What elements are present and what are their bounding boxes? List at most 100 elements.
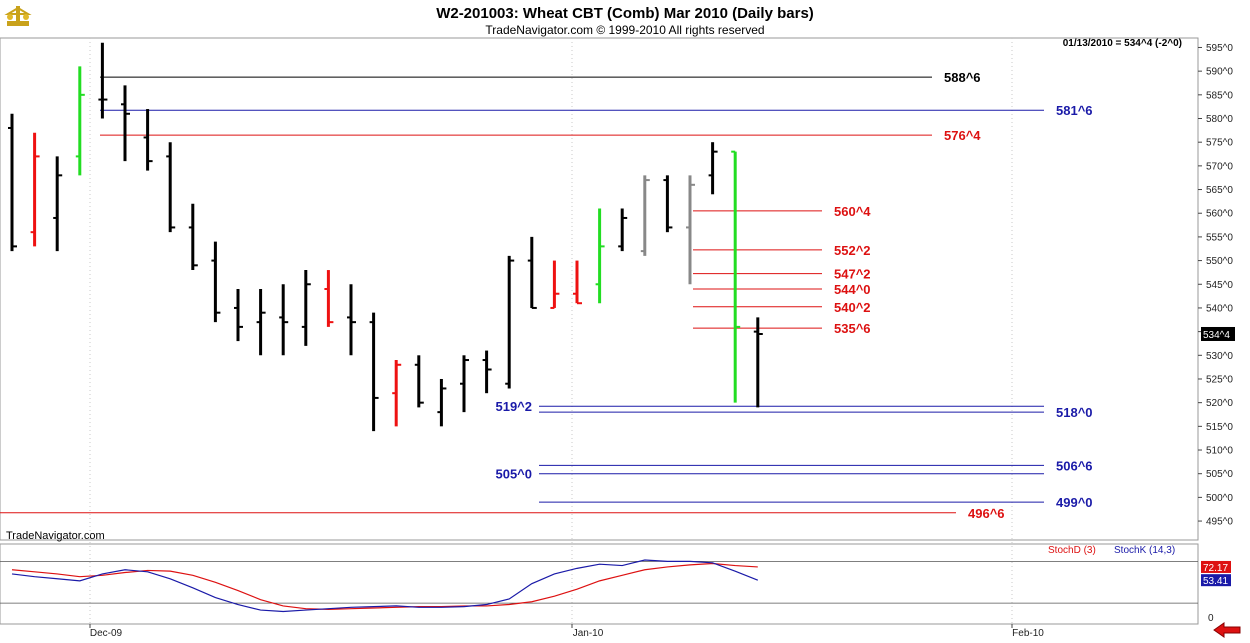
ohlc-bar xyxy=(618,208,628,252)
last-price-marker: 534^4 xyxy=(1201,326,1235,341)
ohlc-bar xyxy=(686,175,695,285)
stoch-value-label: 72.17 xyxy=(1203,563,1228,574)
last-price-box xyxy=(1201,326,1235,341)
y-tick-label: 530^0 xyxy=(1206,351,1233,362)
ohlc-bar xyxy=(324,270,334,327)
indicator-panel-frame xyxy=(0,543,1199,625)
stoch-value-label: 53.41 xyxy=(1203,576,1228,587)
ohlc-bar xyxy=(550,260,560,309)
ohlc-bar xyxy=(121,85,130,162)
ohlc-bar xyxy=(75,66,85,176)
ohlc-bar xyxy=(753,317,763,408)
ohlc-bar xyxy=(211,241,221,323)
y-tick-label: 500^0 xyxy=(1206,493,1233,504)
y-tick-label: 580^0 xyxy=(1206,114,1233,125)
level-label: 576^4 xyxy=(944,128,981,143)
date-x-axis: Dec-09 Jan-10 Feb-10 xyxy=(89,624,1044,639)
level-label: 496^6 xyxy=(968,506,1005,521)
ohlc-bar xyxy=(595,208,605,304)
ohlc-bar xyxy=(460,355,469,413)
ohlc-bar xyxy=(143,109,153,171)
level-label: 544^0 xyxy=(834,282,871,297)
y-tick-label: 560^0 xyxy=(1206,209,1233,220)
ohlc-bar xyxy=(527,236,537,309)
price-y-axis: 495^0 500^0 505^0 510^0 515^0 520^0 525^0 530^0… xyxy=(1198,43,1233,528)
last-price-label: 534^4 xyxy=(1203,330,1230,341)
level-label: 588^6 xyxy=(944,70,981,85)
price-panel-frame xyxy=(0,37,1199,541)
level-label: 540^2 xyxy=(834,300,871,315)
y-tick-label: 585^0 xyxy=(1206,90,1233,101)
x-tick-label: Dec-09 xyxy=(90,628,123,639)
stoch-value-box xyxy=(1201,560,1231,573)
ohlc-bar xyxy=(188,203,198,271)
ohlc-bar xyxy=(663,175,673,233)
legend-entry: StochK (14,3) xyxy=(1114,545,1175,556)
ohlc-bar xyxy=(731,150,741,403)
ohlc-bar xyxy=(98,42,108,119)
y-tick-label: 495^0 xyxy=(1206,517,1233,528)
y-tick-label: 540^0 xyxy=(1206,303,1233,314)
level-label: 552^2 xyxy=(834,243,871,258)
y-tick-label: 555^0 xyxy=(1206,232,1233,243)
level-label: 581^6 xyxy=(1056,103,1093,118)
ohlc-bar xyxy=(234,289,243,342)
ohlc-bar xyxy=(505,255,515,389)
chart-title: W2-201003: Wheat CBT (Comb) Mar 2010 (Da… xyxy=(436,5,814,22)
y-tick-label: 520^0 xyxy=(1206,398,1233,409)
ohlc-bar xyxy=(166,142,176,233)
info-readout: 01/13/2010 = 534^4 (-2^0) xyxy=(1063,38,1182,49)
ohlc-bar xyxy=(30,132,40,247)
x-tick-label: Jan-10 xyxy=(573,628,604,639)
y-tick-label: 510^0 xyxy=(1206,446,1233,457)
level-label: 518^0 xyxy=(1056,405,1093,420)
level-label: 499^0 xyxy=(1056,495,1093,510)
y-tick-label: 525^0 xyxy=(1206,374,1233,385)
level-label: 560^4 xyxy=(834,204,871,219)
y-tick-label: 590^0 xyxy=(1206,67,1233,78)
y-tick-label: 545^0 xyxy=(1206,280,1233,291)
level-label: 506^6 xyxy=(1056,458,1093,473)
ohlc-bar xyxy=(414,355,424,408)
stoch-value-box xyxy=(1201,574,1231,587)
ohlc-bar xyxy=(256,289,266,356)
ohlc-bar xyxy=(482,350,492,394)
stoch-y-tick-label: 0 xyxy=(1208,613,1214,624)
scroll-left-arrow-icon[interactable] xyxy=(1213,622,1241,638)
ohlc-bar xyxy=(8,113,17,252)
ohlc-bar xyxy=(53,156,63,252)
x-tick-label: Feb-10 xyxy=(1012,628,1044,639)
ohlc-bar xyxy=(392,360,402,427)
stoch-series-line xyxy=(11,559,759,613)
ohlc-bar xyxy=(437,378,447,427)
legend-entry: StochD (3) xyxy=(1048,545,1096,556)
watermark-label: TradeNavigator.com xyxy=(6,530,105,542)
level-label: 519^2 xyxy=(495,399,532,414)
app-logo-icon xyxy=(4,6,32,26)
level-label: 535^6 xyxy=(834,321,871,336)
level-label: 505^0 xyxy=(495,467,532,482)
chart-subtitle: TradeNavigator.com © 1999-2010 All right… xyxy=(485,23,764,37)
ohlc-bars xyxy=(8,42,763,432)
y-tick-label: 550^0 xyxy=(1206,256,1233,267)
ohlc-bar xyxy=(279,284,289,356)
ohlc-bar xyxy=(369,312,379,432)
stoch-series-line xyxy=(11,562,758,610)
header-band xyxy=(0,0,1250,38)
vertical-gridlines xyxy=(89,38,1013,624)
level-label: 547^2 xyxy=(834,267,871,282)
ohlc-bar xyxy=(301,270,311,346)
stochastic-panel: 0 StochD (3) StochK (14,3) 72.17 53.41 xyxy=(0,545,1231,624)
ohlc-bar xyxy=(573,260,582,305)
ohlc-bar xyxy=(708,142,718,195)
y-tick-label: 570^0 xyxy=(1206,161,1233,172)
y-tick-label: 505^0 xyxy=(1206,469,1233,480)
y-tick-label: 515^0 xyxy=(1206,422,1233,433)
y-tick-label: 575^0 xyxy=(1206,138,1233,149)
y-tick-label: 595^0 xyxy=(1206,43,1233,54)
ohlc-bar xyxy=(640,175,650,256)
ohlc-bar xyxy=(347,284,356,356)
